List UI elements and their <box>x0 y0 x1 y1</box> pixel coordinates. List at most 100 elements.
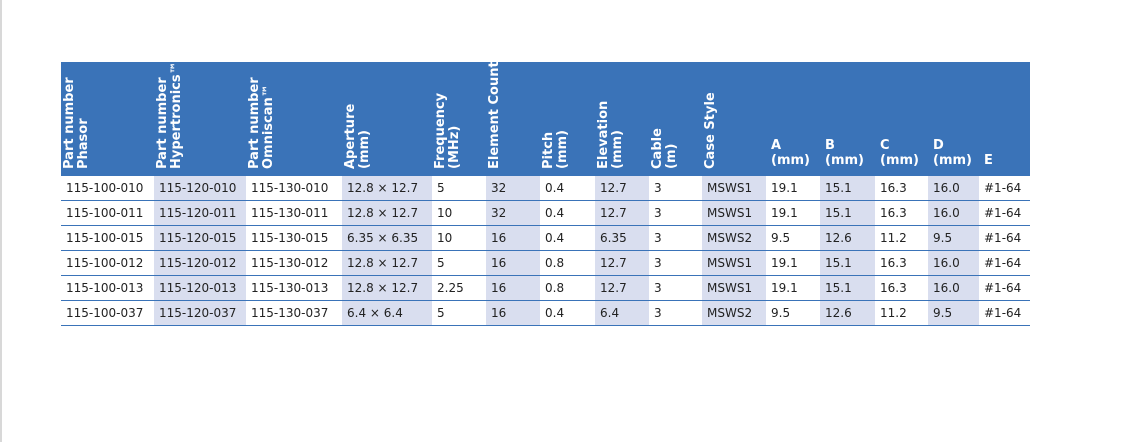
table-cell: 19.1 <box>766 200 820 226</box>
header-part-number-omniscan: Part number Omniscan™ <box>246 62 342 176</box>
table-cell: MSWS1 <box>702 176 766 201</box>
probe-spec-table: Part number Phasor Part number Hypertronic… <box>61 61 1030 326</box>
table-cell: 16.3 <box>875 200 928 226</box>
table-cell: 6.35 <box>595 225 649 251</box>
table-cell: 12.6 <box>820 225 875 251</box>
header-label: Part number <box>247 77 262 169</box>
header-aperture: Aperture (mm) <box>342 62 432 176</box>
header-sublabel: (mm) <box>357 130 372 169</box>
table-cell: 115-130-037 <box>246 300 342 326</box>
table-cell: 115-120-011 <box>154 200 246 226</box>
table-cell: 5 <box>432 300 486 326</box>
page-edge <box>0 0 2 442</box>
header-part-number-hypertronics: Part number Hypertronics™ <box>154 61 246 176</box>
table-cell: 12.7 <box>595 250 649 276</box>
table-cell: 0.8 <box>540 275 595 301</box>
table-cell: 9.5 <box>928 225 979 251</box>
table-cell: 6.4 <box>595 300 649 326</box>
header-label: Elevation <box>596 100 611 169</box>
header-dim-a: A (mm) <box>766 62 820 176</box>
header-sublabel: (mm) <box>610 130 625 169</box>
table-cell: #1-64 <box>979 275 1030 301</box>
header-dim-c: C (mm) <box>875 62 928 176</box>
table-row: 115-100-010 115-120-010 115-130-010 12.8 × … <box>61 176 1030 201</box>
table-cell: 115-120-037 <box>154 300 246 326</box>
table-cell: 115-120-012 <box>154 250 246 276</box>
table-cell: 115-100-037 <box>61 300 154 326</box>
table-cell: 10 <box>432 225 486 251</box>
table-cell: 16.3 <box>875 250 928 276</box>
header-sublabel: (mm) <box>771 153 810 168</box>
table-cell: 115-120-010 <box>154 176 246 201</box>
header-elevation: Elevation (mm) <box>595 62 649 176</box>
table-cell: 5 <box>432 250 486 276</box>
table-cell: 11.2 <box>875 225 928 251</box>
table-cell: 115-120-013 <box>154 275 246 301</box>
header-dim-e: E <box>979 62 1030 176</box>
table-cell: 3 <box>649 275 702 301</box>
table-row: 115-100-012 115-120-012 115-130-012 12.8 × … <box>61 250 1030 276</box>
header-sublabel: Omniscan™ <box>261 84 276 169</box>
table-cell: 115-100-010 <box>61 176 154 201</box>
table-cell: 5 <box>432 176 486 201</box>
header-pitch: Pitch (mm) <box>540 62 595 176</box>
table-cell: 0.4 <box>540 176 595 201</box>
table-cell: 2.25 <box>432 275 486 301</box>
table-cell: MSWS2 <box>702 300 766 326</box>
header-label: Case Style <box>703 92 718 169</box>
table-cell: 16 <box>486 300 540 326</box>
table-body: 115-100-010 115-120-010 115-130-010 12.8 × … <box>61 176 1030 326</box>
header-label: Aperture <box>343 103 358 169</box>
table-cell: 3 <box>649 225 702 251</box>
table-cell: 115-130-010 <box>246 176 342 201</box>
table-cell: 0.8 <box>540 250 595 276</box>
table-cell: 16.0 <box>928 250 979 276</box>
header-sublabel: Hypertronics™ <box>169 61 184 169</box>
table-cell: 15.1 <box>820 200 875 226</box>
table-cell: MSWS1 <box>702 250 766 276</box>
table-cell: 3 <box>649 176 702 201</box>
table-cell: 16.0 <box>928 275 979 301</box>
header-label: Frequency <box>433 92 448 169</box>
table-cell: 16.0 <box>928 200 979 226</box>
table-cell: MSWS1 <box>702 200 766 226</box>
header-element-count: Element Count <box>486 61 540 176</box>
table-cell: 115-130-011 <box>246 200 342 226</box>
header-sublabel: (MHz) <box>447 125 462 169</box>
table-cell: #1-64 <box>979 200 1030 226</box>
table-cell: 12.7 <box>595 275 649 301</box>
table-cell: 19.1 <box>766 176 820 201</box>
table-cell: 115-130-013 <box>246 275 342 301</box>
header-sublabel: (mm) <box>933 153 972 168</box>
header-dim-b: B (mm) <box>820 62 875 176</box>
table-cell: 32 <box>486 200 540 226</box>
table-cell: 6.4 × 6.4 <box>342 300 432 326</box>
table-cell: 115-100-012 <box>61 250 154 276</box>
table-cell: 11.2 <box>875 300 928 326</box>
table-cell: #1-64 <box>979 176 1030 201</box>
table-cell: MSWS2 <box>702 225 766 251</box>
header-sublabel: (m) <box>664 143 679 169</box>
table-cell: 16 <box>486 225 540 251</box>
header-frequency: Frequency (MHz) <box>432 62 486 176</box>
header-label: E <box>984 153 993 168</box>
header-row: Part number Phasor Part number Hypertronic… <box>61 61 1030 176</box>
table-cell: 16.3 <box>875 275 928 301</box>
table-cell: #1-64 <box>979 250 1030 276</box>
table-cell: 15.1 <box>820 176 875 201</box>
table-cell: 115-100-013 <box>61 275 154 301</box>
table-cell: MSWS1 <box>702 275 766 301</box>
table-cell: 9.5 <box>928 300 979 326</box>
header-sublabel: (mm) <box>555 130 570 169</box>
header-label: Pitch <box>541 131 556 169</box>
header-case-style: Case Style <box>702 62 766 176</box>
header-label: Cable <box>650 128 665 169</box>
table-cell: 12.8 × 12.7 <box>342 250 432 276</box>
table-cell: 19.1 <box>766 275 820 301</box>
header-sublabel: (mm) <box>880 153 919 168</box>
header-label: Element Count <box>487 61 502 169</box>
table-cell: 12.8 × 12.7 <box>342 275 432 301</box>
header-label: D <box>933 138 944 153</box>
header-label: Part number <box>155 77 170 169</box>
table-cell: 9.5 <box>766 225 820 251</box>
